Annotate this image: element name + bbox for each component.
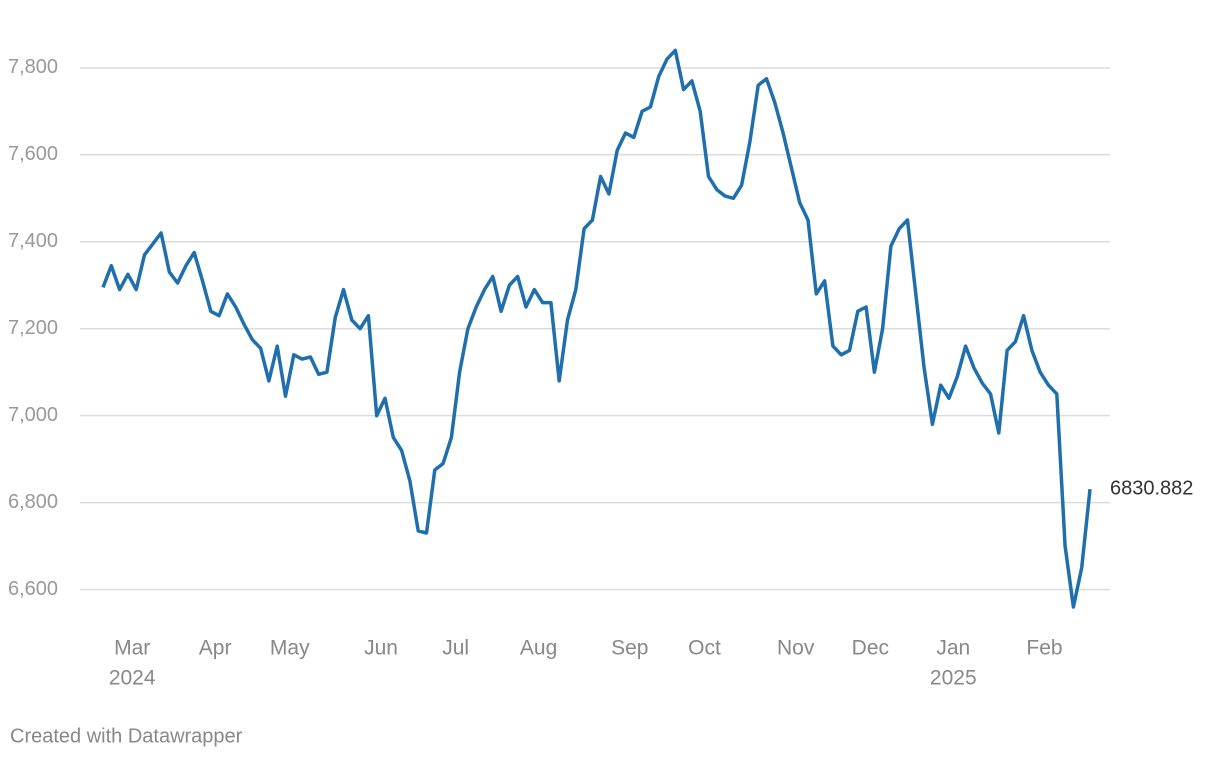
y-tick-label: 6,800 bbox=[8, 491, 58, 513]
x-tick-label: Feb bbox=[1026, 637, 1062, 660]
credit: Created with Datawrapper bbox=[10, 725, 243, 747]
end-value-label: 6830.882 bbox=[1110, 477, 1193, 499]
x-tick-label: Mar bbox=[114, 637, 150, 660]
y-tick-label: 7,600 bbox=[8, 143, 58, 165]
line bbox=[101, 48, 1092, 609]
x-tick-label: Sep bbox=[611, 637, 648, 660]
y-tick-label: 6,600 bbox=[8, 578, 58, 600]
x-tick-label: Dec bbox=[852, 637, 889, 660]
y-tick-label: 7,800 bbox=[8, 56, 58, 78]
x-tick-label: May bbox=[270, 637, 310, 660]
y-tick-label: 7,400 bbox=[8, 230, 58, 252]
x-tick-label: Aug bbox=[520, 637, 557, 660]
x-tick-label: Apr bbox=[199, 637, 232, 660]
x-tick-label: Jun bbox=[364, 637, 398, 660]
x-year-label: 2025 bbox=[930, 667, 977, 690]
x-tick-label: Nov bbox=[777, 637, 815, 660]
x-tick-label: Jan bbox=[936, 637, 970, 660]
x-year-label: 2024 bbox=[109, 667, 156, 690]
x-tick-label: Jul bbox=[442, 637, 469, 660]
y-tick-label: 7,000 bbox=[8, 404, 58, 426]
x-tick-label: Oct bbox=[688, 637, 721, 660]
y-tick-label: 7,200 bbox=[8, 317, 58, 339]
